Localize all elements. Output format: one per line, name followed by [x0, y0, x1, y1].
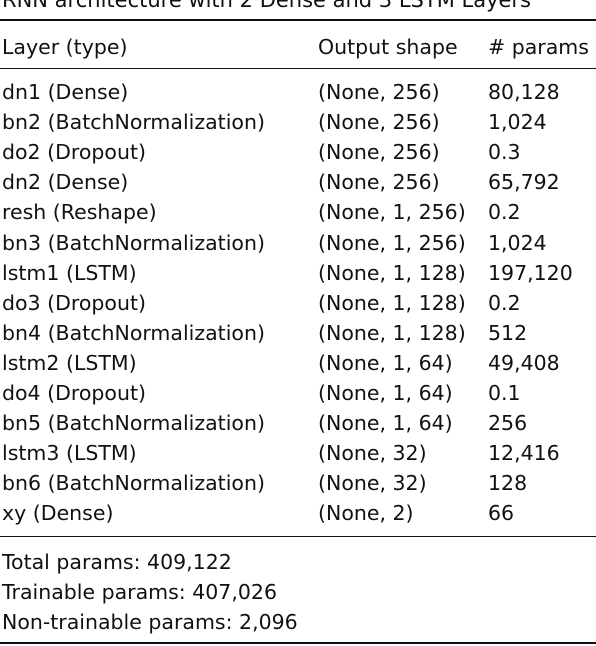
total-params: Total params: 409,122 — [2, 550, 232, 574]
cell-layer-type: do2 (Dropout) — [2, 140, 147, 165]
cell-layer-type: lstm1 (LSTM) — [2, 260, 137, 285]
cell-output-shape: (None, 1, 64) — [318, 381, 453, 405]
table-row: bn2 (BatchNormalization) (None, 256) 1,024 — [0, 107, 596, 137]
table-row: lstm3 (LSTM) (None, 32) 12,416 — [0, 438, 596, 468]
cell-layer-type: lstm2 (LSTM) — [2, 350, 137, 375]
cell-params: 49,408 — [488, 350, 560, 375]
table-row: xy (Dense) (None, 2) 66 — [0, 498, 596, 528]
cell-output-shape: (None, 32) — [318, 441, 427, 466]
cell-output-shape: (None, 256) — [318, 80, 440, 104]
cell-params: 0.2 — [488, 200, 521, 225]
summary-rule — [0, 536, 596, 537]
header-output-shape: Output shape — [318, 35, 458, 59]
table-row: bn3 (BatchNormalization) (None, 1, 256) 1,… — [0, 228, 596, 258]
cell-layer-type: do4 (Dropout) — [2, 381, 147, 405]
cell-output-shape: (None, 1, 128) — [318, 290, 466, 315]
cell-params: 65,792 — [488, 170, 560, 195]
cell-layer-type: dn1 (Dense) — [2, 80, 129, 104]
table-row: bn5 (BatchNormalization) (None, 1, 64) 256 — [0, 408, 596, 438]
cell-output-shape: (None, 256) — [318, 140, 440, 165]
table-row: do3 (Dropout) (None, 1, 128) 0.2 — [0, 288, 596, 318]
cell-layer-type: xy (Dense) — [2, 501, 114, 526]
cell-output-shape: (None, 1, 256) — [318, 230, 466, 255]
cell-layer-type: lstm3 (LSTM) — [2, 441, 137, 466]
cell-layer-type: dn2 (Dense) — [2, 170, 129, 195]
table-caption: RNN architecture with 2 Dense and 3 LSTM… — [2, 0, 531, 12]
cell-params: 12,416 — [488, 441, 560, 466]
cell-output-shape: (None, 1, 64) — [318, 350, 453, 375]
header-row: Layer (type) Output shape # params — [0, 32, 596, 62]
cell-params: 1,024 — [488, 230, 547, 255]
table-row: resh (Reshape) (None, 1, 256) 0.2 — [0, 197, 596, 227]
cell-params: 0.2 — [488, 290, 521, 315]
cell-output-shape: (None, 256) — [318, 110, 440, 135]
cell-output-shape: (None, 1, 128) — [318, 320, 466, 345]
table-row: dn1 (Dense) (None, 256) 80,128 — [0, 77, 596, 107]
cell-params: 512 — [488, 320, 528, 345]
cell-params: 128 — [488, 471, 528, 496]
cell-layer-type: resh (Reshape) — [2, 200, 157, 225]
cell-layer-type: bn6 (BatchNormalization) — [2, 471, 265, 496]
cell-params: 1,024 — [488, 110, 547, 135]
cell-layer-type: bn2 (BatchNormalization) — [2, 110, 265, 135]
cell-output-shape: (None, 1, 256) — [318, 200, 466, 225]
table-row: bn4 (BatchNormalization) (None, 1, 128) 51… — [0, 318, 596, 348]
cell-params: 197,120 — [488, 260, 573, 285]
cell-params: 80,128 — [488, 80, 560, 104]
cell-params: 66 — [488, 501, 515, 526]
table-row: lstm2 (LSTM) (None, 1, 64) 49,408 — [0, 348, 596, 378]
header-params: # params — [488, 35, 589, 59]
table-row: dn2 (Dense) (None, 256) 65,792 — [0, 167, 596, 197]
cell-layer-type: bn4 (BatchNormalization) — [2, 320, 265, 345]
top-rule — [0, 19, 596, 21]
bottom-rule — [0, 642, 596, 644]
non-trainable-params: Non-trainable params: 2,096 — [2, 610, 298, 634]
cell-layer-type: bn3 (BatchNormalization) — [2, 230, 265, 255]
header-rule — [0, 68, 596, 69]
cell-output-shape: (None, 256) — [318, 170, 440, 195]
table-row: do4 (Dropout) (None, 1, 64) 0.1 — [0, 378, 596, 408]
table-row: bn6 (BatchNormalization) (None, 32) 128 — [0, 468, 596, 498]
cell-output-shape: (None, 1, 64) — [318, 411, 453, 436]
cell-params: 256 — [488, 411, 528, 436]
cell-params: 0.1 — [488, 381, 521, 405]
cell-params: 0.3 — [488, 140, 521, 165]
cell-output-shape: (None, 2) — [318, 501, 414, 526]
cell-layer-type: do3 (Dropout) — [2, 290, 147, 315]
table-row: do2 (Dropout) (None, 256) 0.3 — [0, 137, 596, 167]
cell-layer-type: bn5 (BatchNormalization) — [2, 411, 265, 436]
table-row: lstm1 (LSTM) (None, 1, 128) 197,120 — [0, 258, 596, 288]
cell-output-shape: (None, 32) — [318, 471, 427, 496]
trainable-params: Trainable params: 407,026 — [2, 580, 277, 604]
cell-output-shape: (None, 1, 128) — [318, 260, 466, 285]
header-layer-type: Layer (type) — [2, 35, 128, 59]
